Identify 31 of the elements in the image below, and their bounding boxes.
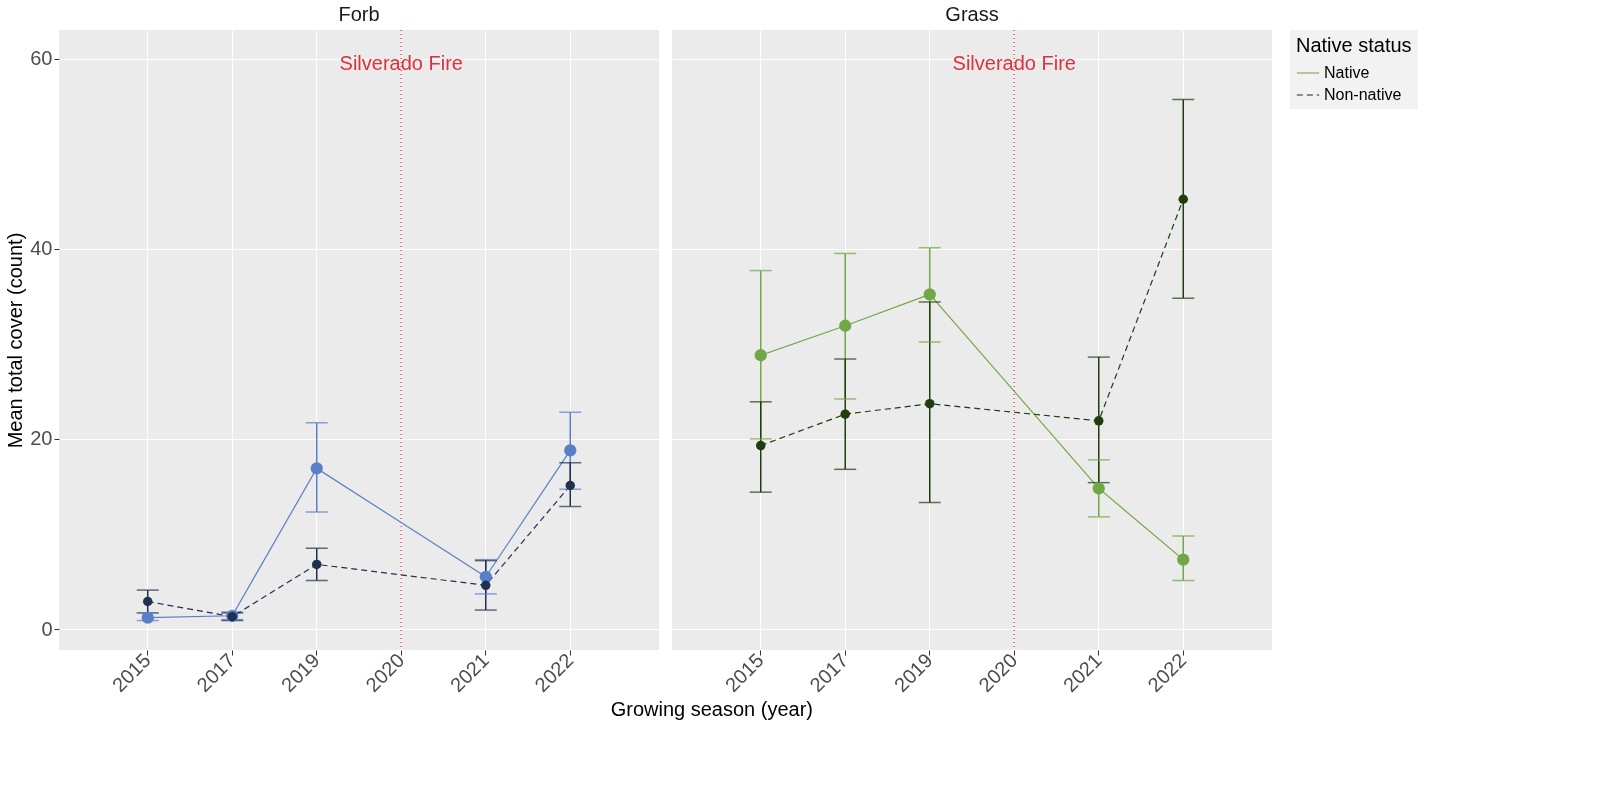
point — [141, 611, 154, 624]
ref-line-label: Silverado Fire — [339, 52, 463, 74]
legend-label: Native — [1324, 64, 1370, 81]
chart-title: Grass — [945, 3, 999, 26]
point — [755, 440, 766, 451]
point — [1094, 416, 1104, 426]
point — [1177, 553, 1190, 566]
ref-line-label: Silverado Fire — [952, 52, 1076, 74]
point — [840, 409, 850, 419]
point — [564, 444, 577, 457]
legend-label: Non-native — [1324, 86, 1402, 103]
legend-title: Native status — [1296, 34, 1412, 56]
y-tick-label: 60 — [30, 47, 53, 70]
point — [1178, 194, 1189, 204]
point — [312, 559, 322, 570]
point — [1092, 482, 1105, 495]
y-tick-label: 20 — [30, 427, 53, 450]
point — [481, 580, 491, 591]
x-axis-title: Growing season (year) — [610, 697, 814, 720]
point — [142, 596, 153, 607]
y-tick-label: 0 — [41, 617, 53, 640]
y-tick-label: 40 — [30, 237, 53, 260]
point — [839, 319, 852, 332]
point — [754, 349, 767, 362]
point — [923, 288, 936, 301]
chart-title: Forb — [338, 3, 380, 26]
point — [310, 462, 323, 475]
point — [565, 480, 576, 491]
point — [925, 398, 935, 409]
point — [479, 570, 492, 583]
y-axis-title: Mean total cover (count) — [4, 232, 27, 449]
